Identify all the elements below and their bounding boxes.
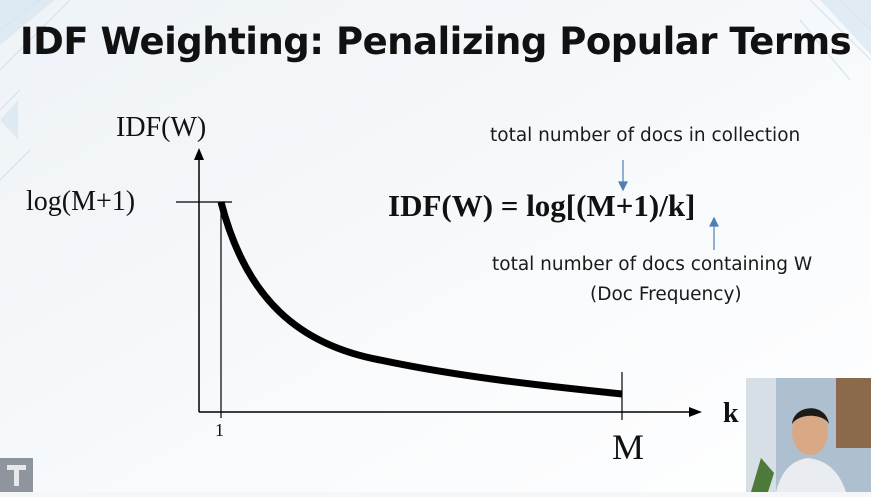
- y-axis-arrowhead: [194, 148, 204, 160]
- x-end-label: M: [612, 427, 645, 467]
- x-axis-arrowhead: [689, 407, 702, 417]
- corner-logo-icon: [0, 458, 33, 492]
- arrow-down-icon: [618, 160, 628, 192]
- slide-title: IDF Weighting: Penalizing Popular Terms: [19, 20, 852, 63]
- note-docs-containing: total number of docs containing W: [492, 254, 813, 275]
- x-start-label: 1: [215, 420, 224, 440]
- x-axis-label: k: [723, 398, 739, 429]
- idf-curve: [217, 201, 623, 398]
- arrow-up-icon: [709, 216, 719, 250]
- y-axis-label: IDF(W): [116, 112, 207, 143]
- note-doc-frequency: (Doc Frequency): [590, 284, 742, 305]
- presenter-webcam: [746, 378, 871, 492]
- y-max-label: log(M+1): [26, 186, 136, 217]
- idf-formula: IDF(W) = log[(M+1)/k]: [388, 188, 696, 223]
- note-total-docs: total number of docs in collection: [490, 125, 801, 146]
